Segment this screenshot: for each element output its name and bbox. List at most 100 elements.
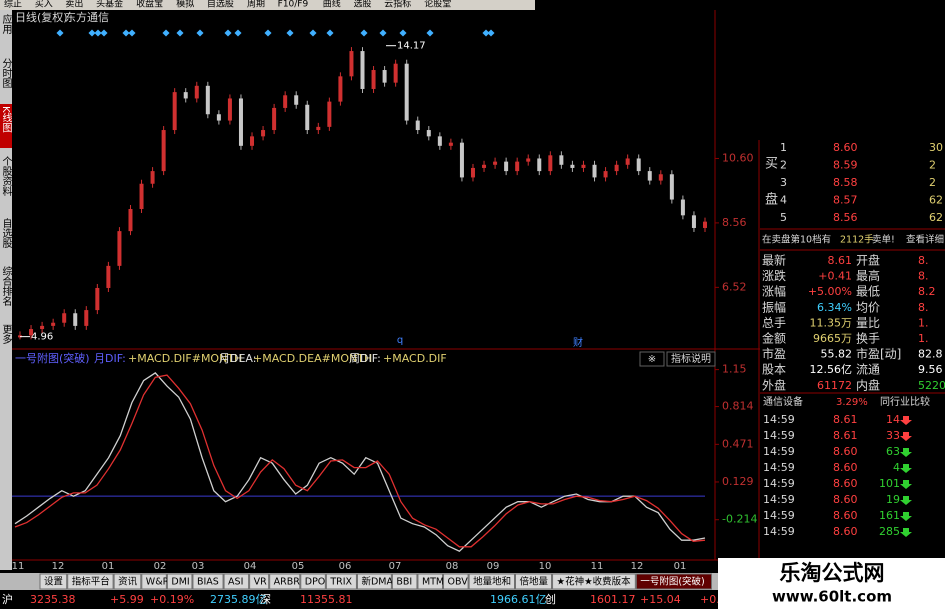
tab-label[interactable]: 指标平台 [72,576,110,588]
tab[interactable] [552,573,636,590]
indicator-button[interactable] [639,351,665,367]
side-tab[interactable]: 分时图 [0,58,12,89]
candle [272,107,277,131]
event-marker: q [397,335,403,346]
tab-label[interactable]: MTM [422,577,444,588]
toolbar-button[interactable]: 选股 [354,0,372,10]
tab[interactable] [192,573,224,590]
toolbar-button[interactable]: F10/F9 [278,0,309,10]
tab[interactable] [391,573,418,590]
stat-label: 外盘 [762,377,786,392]
tab-label[interactable]: OBV [448,577,469,588]
tab[interactable] [356,573,392,590]
tab-label[interactable]: 设置 [44,577,63,588]
tab[interactable] [443,573,469,590]
indicator-button[interactable] [666,351,716,367]
toolbar-button[interactable]: 卖出 [65,0,83,10]
toolbar-button[interactable]: 自选股 [207,0,234,10]
status-item: 1966.61亿 [490,593,547,606]
x-tick-label: 07 [389,561,402,572]
tab-label[interactable]: 倍地量 [520,576,549,588]
tab[interactable] [39,573,68,590]
indicator-line [14,374,706,548]
candle [658,174,663,181]
tab-label[interactable]: ★花神★收费版本 [557,576,632,588]
tick-arrow [900,528,912,537]
candle [172,92,177,131]
tab[interactable] [417,573,444,590]
side-tab[interactable]: 综合排名 [0,265,12,307]
candle [73,313,78,326]
toolbar-button[interactable]: 论股堂 [424,0,451,10]
candle [647,171,652,181]
toolbar-button[interactable]: 头基金 [96,0,123,10]
x-tick-label: 04 [244,561,257,572]
signal-marker [482,29,490,37]
stat-value: 11.35万 [810,316,853,329]
tab-label[interactable]: VR [254,577,267,588]
toolbar-button[interactable]: 模拟 [176,0,194,10]
tab[interactable] [141,573,167,590]
tab-label[interactable]: W&R [146,577,170,588]
toolbar-button[interactable]: 曲线 [323,0,341,10]
tab[interactable] [67,573,114,590]
tab[interactable] [269,573,301,590]
tab-label[interactable]: BBI [396,577,412,588]
indicator-button-label[interactable]: 指标说明 [671,352,711,365]
toolbar-button[interactable]: 买入 [35,0,53,10]
tab[interactable] [635,573,712,590]
tab-label[interactable]: ASI [228,577,243,588]
tab-label[interactable]: 资讯 [118,577,138,588]
tab[interactable] [249,573,270,590]
event-marker: 财 [573,336,583,349]
side-tab[interactable]: 自选股 [0,217,12,249]
tab-label[interactable]: 地量地和 [473,576,511,588]
tick-time: 14:59 [763,413,795,426]
candle [703,221,707,228]
x-tick-label: 09 [487,561,500,572]
tab[interactable] [113,573,142,590]
toolbar-button[interactable]: 云指标 [384,0,411,10]
tab[interactable] [515,573,553,590]
tab-label[interactable]: DMI [171,577,189,588]
side-tab[interactable]: K线图 [0,106,12,133]
industry-compare[interactable]: 同行业比较 [880,395,930,408]
toolbar-button[interactable]: 收盘宝 [136,0,163,10]
toolbar-button[interactable]: 综正 [4,0,22,10]
tab-label[interactable]: BIAS [197,577,219,588]
tick-time: 14:59 [763,461,795,474]
indicator-button-label[interactable]: ※ [648,354,656,365]
x-tick-label: 11 [12,561,25,572]
stat-label: 开盘 [856,253,880,268]
stat-value: 1. [918,316,929,329]
tab[interactable] [166,573,193,590]
tab[interactable] [325,573,357,590]
signal-marker [128,29,136,37]
candle [205,85,210,115]
notice-link[interactable]: 查看详细 [906,234,944,246]
stat-value: 55.82 [821,348,853,361]
stat-label: 最高 [856,268,880,283]
signal-marker [487,29,495,37]
stat-label: 流通 [856,363,880,377]
high-label: 14.17 [397,41,426,52]
side-tab[interactable]: 更多 [0,324,12,345]
book-volume: 30 [929,141,943,154]
candle [128,209,133,232]
tab-label[interactable]: ARBR [274,577,301,588]
tab[interactable] [223,573,250,590]
x-tick-label: 01 [674,561,687,572]
side-tab[interactable]: 个股资料 [0,156,12,197]
book-price: 8.56 [833,211,858,224]
toolbar-button[interactable]: 周期 [247,0,265,10]
tab-label[interactable]: TRIX [329,577,352,588]
signal-marker [234,29,242,37]
tab-label[interactable]: 新DMA [361,576,393,588]
tab[interactable] [468,573,516,590]
stat-label: 涨跌 [762,268,786,283]
side-tab[interactable]: 应用 [0,13,12,35]
tab-label[interactable]: DPO [305,577,326,588]
tick-arrow [900,512,912,521]
tab[interactable] [300,573,326,590]
tab-label[interactable]: 一号附图(突破) [640,576,704,588]
